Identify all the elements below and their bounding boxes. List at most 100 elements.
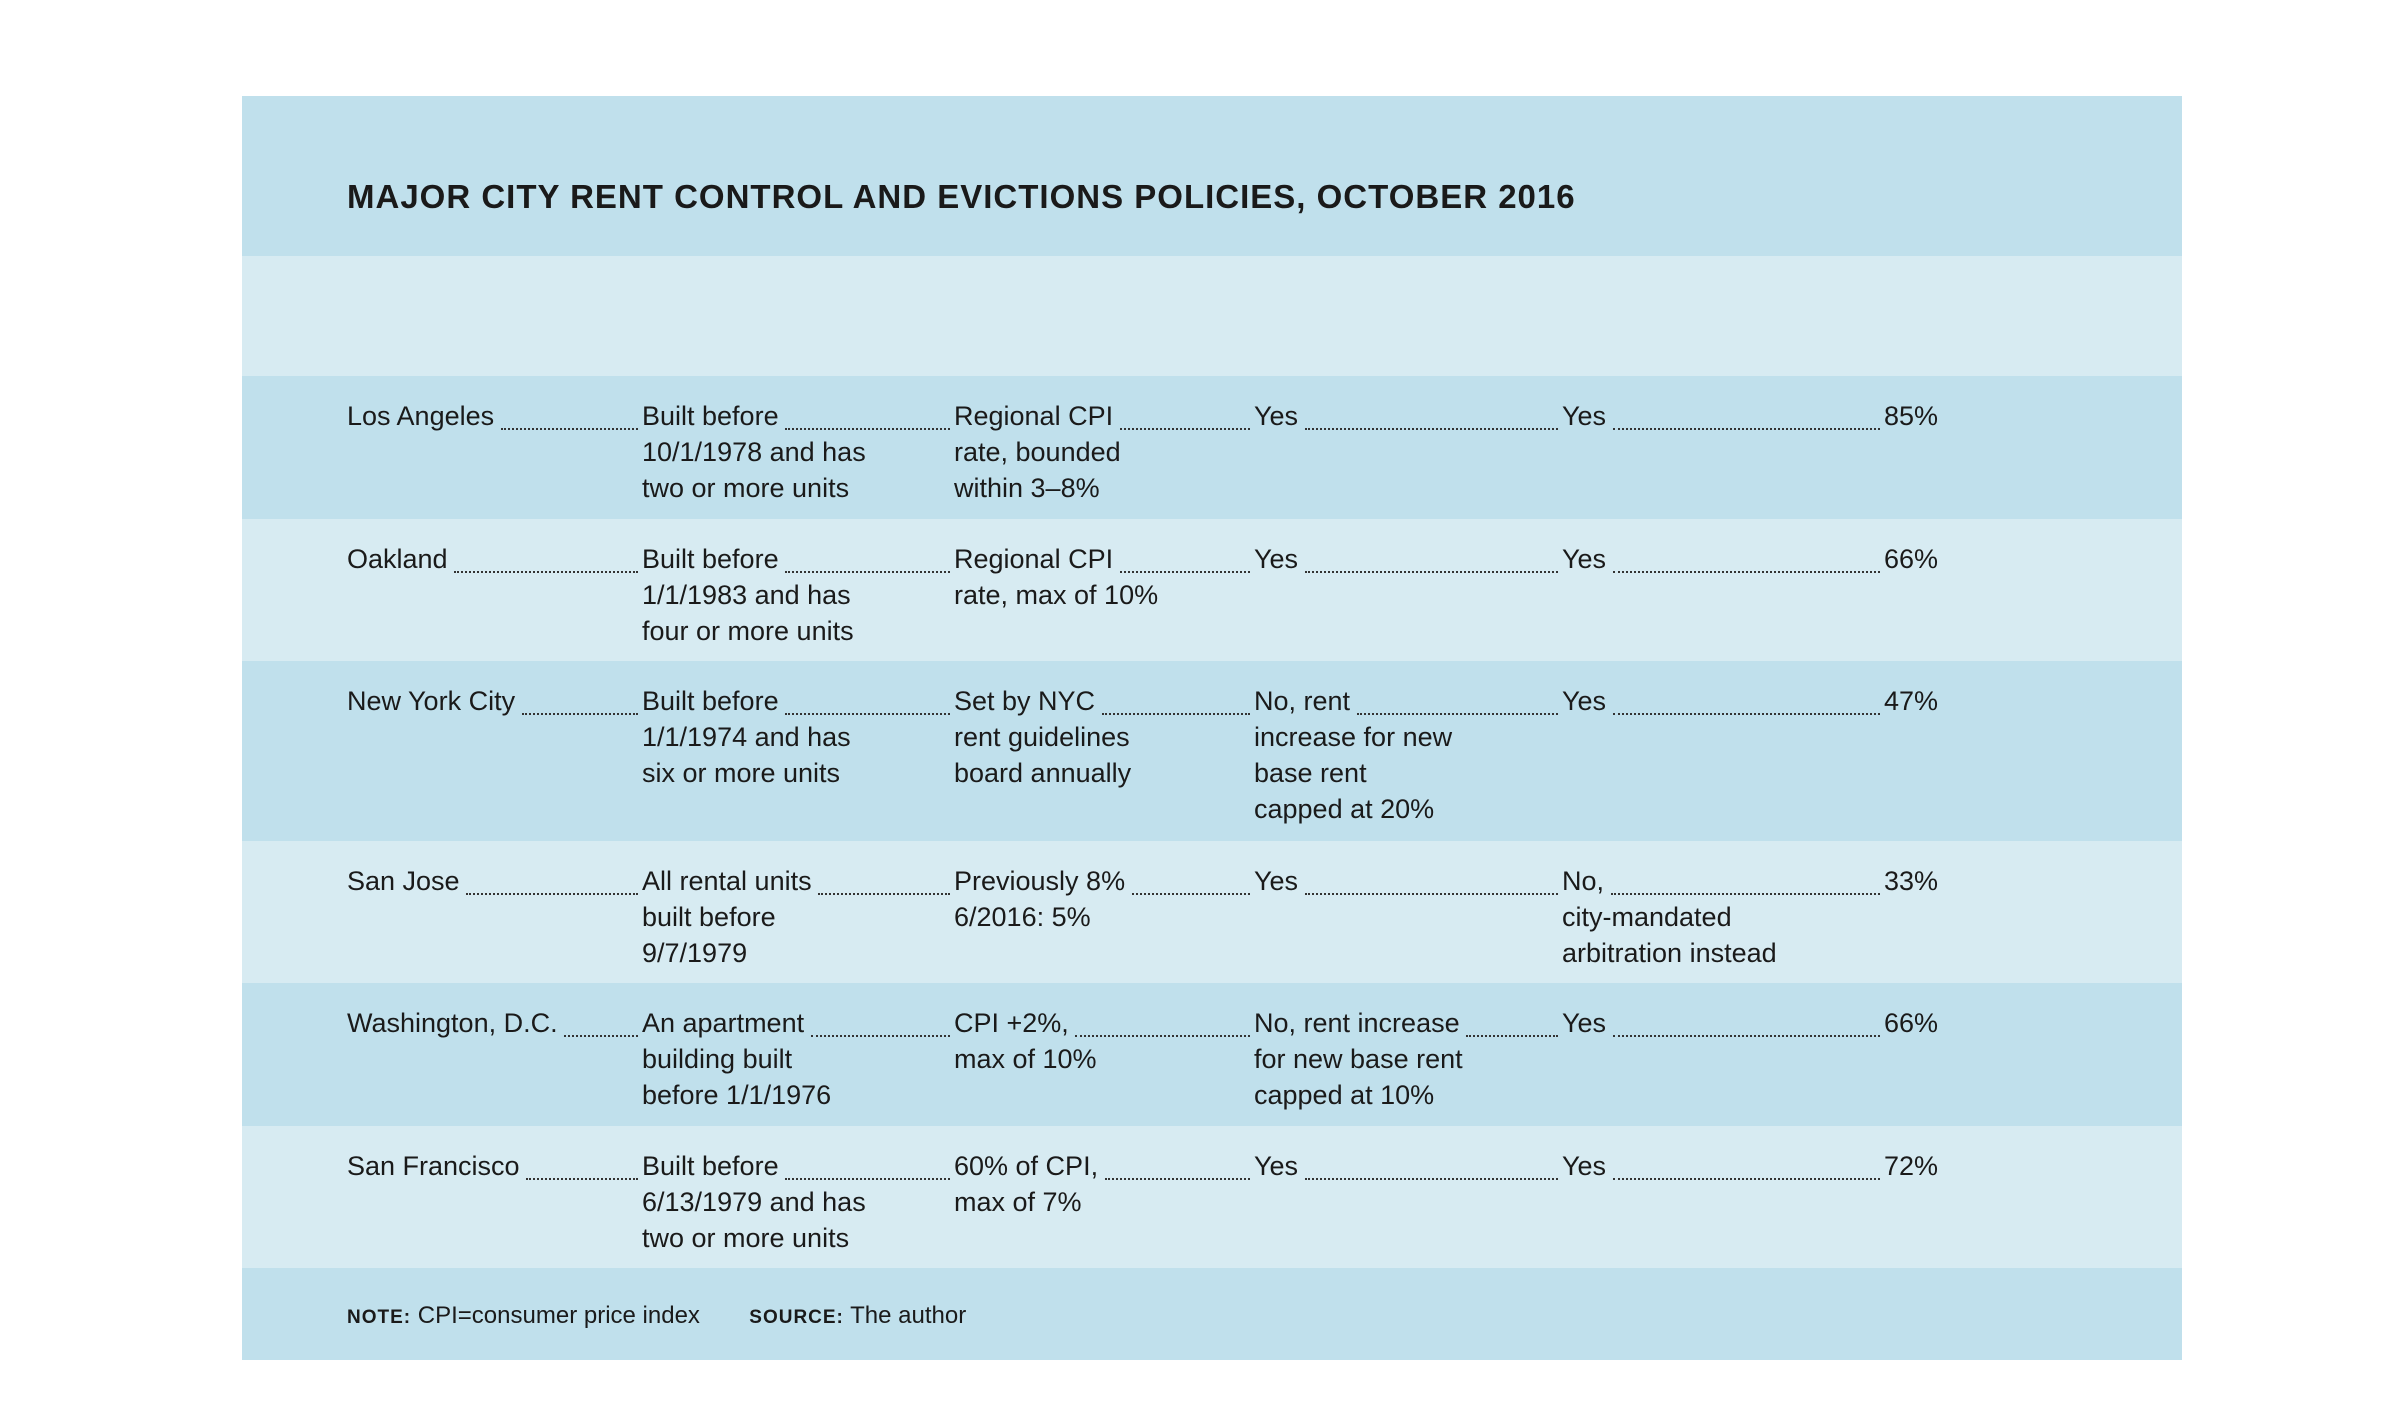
- dot-leader: [564, 1035, 638, 1037]
- dot-leader: [785, 571, 950, 573]
- dot-leader: [1305, 893, 1558, 895]
- cell-city: San Francisco: [347, 1148, 520, 1184]
- cell-line: Yes: [1562, 1151, 1607, 1181]
- cell-line: rent guidelines: [954, 722, 1130, 752]
- cell-line: six or more units: [642, 758, 841, 788]
- cell-line: 85%: [1884, 401, 1939, 431]
- cell-just-cause: Yes: [1562, 683, 1606, 719]
- dot-leader: [1305, 571, 1558, 573]
- cell-line: All rental units: [642, 866, 812, 896]
- dot-leader: [1613, 428, 1880, 430]
- cell-line: 33%: [1884, 866, 1939, 896]
- dot-leader: [818, 893, 950, 895]
- cell-line: city-mandated: [1562, 902, 1732, 932]
- cell-line: rate, bounded: [954, 437, 1121, 467]
- cell-line: built before: [642, 902, 776, 932]
- cell-max-increase: 60% of CPI, max of 7%: [954, 1148, 1098, 1220]
- cell-line: capped at 10%: [1254, 1080, 1435, 1110]
- cell-line: Yes: [1254, 544, 1299, 574]
- cell-coverage: 72%: [1884, 1148, 1938, 1184]
- cell-max-increase: Previously 8% 6/2016: 5%: [954, 863, 1125, 935]
- dot-leader: [1075, 1035, 1250, 1037]
- cell-line: two or more units: [642, 473, 850, 503]
- cell-line: Previously 8%: [954, 866, 1126, 896]
- dot-leader: [1120, 428, 1250, 430]
- cell-line: base rent: [1254, 758, 1367, 788]
- cell-coverage: 33%: [1884, 863, 1938, 899]
- cell-vacancy: Yes: [1254, 1148, 1298, 1184]
- rent-control-table-panel: MAJOR CITY RENT CONTROL AND EVICTIONS PO…: [242, 96, 2182, 1360]
- dot-leader: [1611, 893, 1880, 895]
- note-text: CPI=consumer price index: [417, 1302, 700, 1329]
- cell-line: Yes: [1254, 1151, 1299, 1181]
- dot-leader: [1613, 1035, 1880, 1037]
- cell-just-cause: Yes: [1562, 541, 1606, 577]
- cell-line: An apartment: [642, 1008, 805, 1038]
- cell-coverage: 66%: [1884, 1005, 1938, 1041]
- cell-line: San Francisco: [347, 1151, 520, 1181]
- cell-vacancy: Yes: [1254, 863, 1298, 899]
- dot-leader: [454, 571, 638, 573]
- source-label: SOURCE:: [749, 1307, 844, 1328]
- dot-leader: [1357, 713, 1558, 715]
- cell-line: Yes: [1254, 866, 1299, 896]
- cell-line: No, rent increase: [1254, 1008, 1460, 1038]
- dot-leader: [1132, 893, 1250, 895]
- table-row: New York City Built before 1/1/1974 and ha…: [242, 661, 2182, 841]
- dot-leader: [501, 428, 638, 430]
- cell-line: arbitration instead: [1562, 938, 1777, 968]
- cell-line: capped at 20%: [1254, 794, 1435, 824]
- cell-line: max of 7%: [954, 1187, 1082, 1217]
- cell-line: for new base rent: [1254, 1044, 1463, 1074]
- cell-line: Oakland: [347, 544, 448, 574]
- cell-line: Yes: [1254, 401, 1299, 431]
- cell-line: Yes: [1562, 1008, 1607, 1038]
- dot-leader: [526, 1178, 638, 1180]
- dot-leader: [1305, 1178, 1558, 1180]
- cell-subject: Built before 1/1/1974 and has six or more …: [642, 683, 851, 791]
- cell-line: Regional CPI: [954, 544, 1114, 574]
- cell-line: Yes: [1562, 686, 1607, 716]
- cell-max-increase: Regional CPI rate, max of 10%: [954, 541, 1158, 613]
- table-title: MAJOR CITY RENT CONTROL AND EVICTIONS PO…: [347, 178, 1576, 215]
- cell-line: 1/1/1983 and has: [642, 580, 851, 610]
- cell-city: Los Angeles: [347, 398, 494, 434]
- cell-line: 1/1/1974 and has: [642, 722, 851, 752]
- cell-line: Regional CPI: [954, 401, 1114, 431]
- cell-line: Set by NYC: [954, 686, 1096, 716]
- cell-line: 47%: [1884, 686, 1939, 716]
- dot-leader: [1466, 1035, 1558, 1037]
- cell-line: Los Angeles: [347, 401, 495, 431]
- dot-leader: [466, 893, 638, 895]
- dot-leader: [1613, 571, 1880, 573]
- cell-coverage: 66%: [1884, 541, 1938, 577]
- cell-just-cause: No, city-mandated arbitration instead: [1562, 863, 1777, 971]
- cell-line: Built before: [642, 1151, 779, 1181]
- dot-leader: [785, 713, 950, 715]
- cell-line: within 3–8%: [954, 473, 1100, 503]
- cell-line: No, rent: [1254, 686, 1351, 716]
- cell-line: Yes: [1562, 544, 1607, 574]
- cell-subject: An apartment building built before 1/1/197…: [642, 1005, 831, 1113]
- cell-line: 66%: [1884, 544, 1939, 574]
- cell-city: Oakland: [347, 541, 448, 577]
- table-row: San Jose All rental units built before 9/7/…: [242, 841, 2182, 983]
- cell-line: 72%: [1884, 1151, 1939, 1181]
- dot-leader: [811, 1035, 950, 1037]
- note-label: NOTE:: [347, 1307, 412, 1328]
- cell-line: before 1/1/1976: [642, 1080, 832, 1110]
- dot-leader: [522, 713, 638, 715]
- cell-line: Built before: [642, 686, 779, 716]
- dot-leader: [1305, 428, 1558, 430]
- cell-line: 60% of CPI,: [954, 1151, 1099, 1181]
- table-row: Washington, D.C. An apartment building bui…: [242, 983, 2182, 1126]
- dot-leader: [1613, 1178, 1880, 1180]
- cell-subject: Built before 6/13/1979 and has two or more…: [642, 1148, 866, 1256]
- cell-line: building built: [642, 1044, 793, 1074]
- cell-vacancy: Yes: [1254, 398, 1298, 434]
- cell-coverage: 47%: [1884, 683, 1938, 719]
- cell-just-cause: Yes: [1562, 398, 1606, 434]
- cell-line: 6/13/1979 and has: [642, 1187, 866, 1217]
- cell-line: 10/1/1978 and has: [642, 437, 866, 467]
- cell-subject: Built before 10/1/1978 and has two or more…: [642, 398, 866, 506]
